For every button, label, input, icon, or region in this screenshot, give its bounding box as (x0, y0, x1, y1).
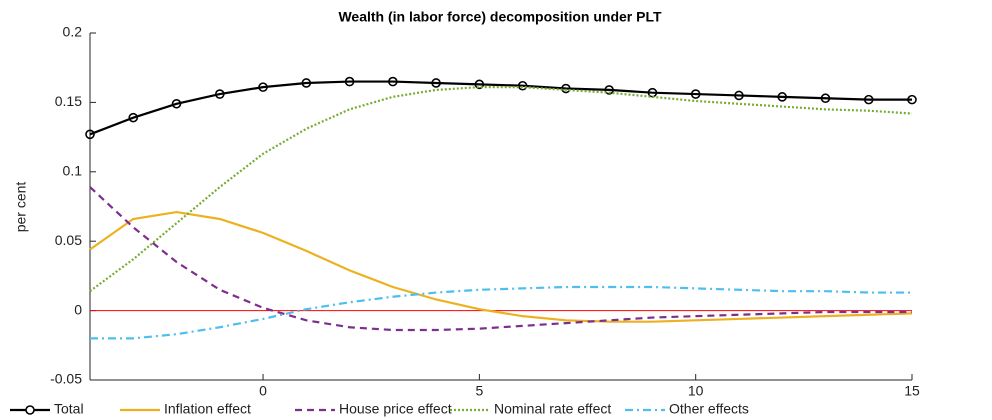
x-tick-label: 10 (688, 383, 704, 399)
legend-label: Nominal rate effect (494, 401, 611, 417)
x-tick-label: 15 (904, 383, 920, 399)
data-point (604, 85, 614, 95)
legend-label: Other effects (669, 401, 749, 417)
data-point (474, 79, 485, 90)
y-tick-label: 0.15 (55, 93, 82, 109)
data-point (561, 83, 571, 94)
data-point (777, 92, 788, 102)
y-tick-label: 0.1 (63, 163, 83, 179)
chart-title: Wealth (in labor force) decomposition un… (338, 9, 662, 25)
series-line (89, 86, 913, 293)
series-line (89, 186, 912, 332)
data-point (907, 94, 917, 105)
data-point (820, 93, 831, 104)
y-tick-label: 0 (74, 301, 82, 317)
data-point (734, 90, 744, 101)
data-point (344, 76, 355, 87)
x-tick-label: 0 (259, 383, 267, 399)
legend-label: House price effect (339, 401, 452, 417)
data-point (431, 78, 441, 88)
data-point (388, 76, 398, 87)
series-line (89, 80, 912, 136)
x-tick-label: 5 (475, 383, 483, 399)
y-tick-label: -0.05 (50, 371, 82, 387)
data-point (85, 129, 95, 140)
y-axis-label: per cent (13, 182, 29, 233)
legend-label: Total (54, 401, 84, 417)
data-point (128, 112, 139, 123)
legend-marker (25, 405, 35, 415)
data-point (171, 98, 182, 109)
data-point (690, 89, 701, 99)
y-tick-label: 0.2 (63, 24, 83, 40)
legend-label: Inflation effect (164, 401, 251, 417)
data-point (258, 82, 268, 92)
data-point (214, 89, 225, 99)
y-tick-label: 0.05 (55, 232, 82, 248)
series-line (89, 210, 913, 323)
data-point (517, 80, 528, 91)
data-point (301, 78, 312, 88)
series-line (90, 285, 912, 340)
data-point (863, 94, 874, 105)
